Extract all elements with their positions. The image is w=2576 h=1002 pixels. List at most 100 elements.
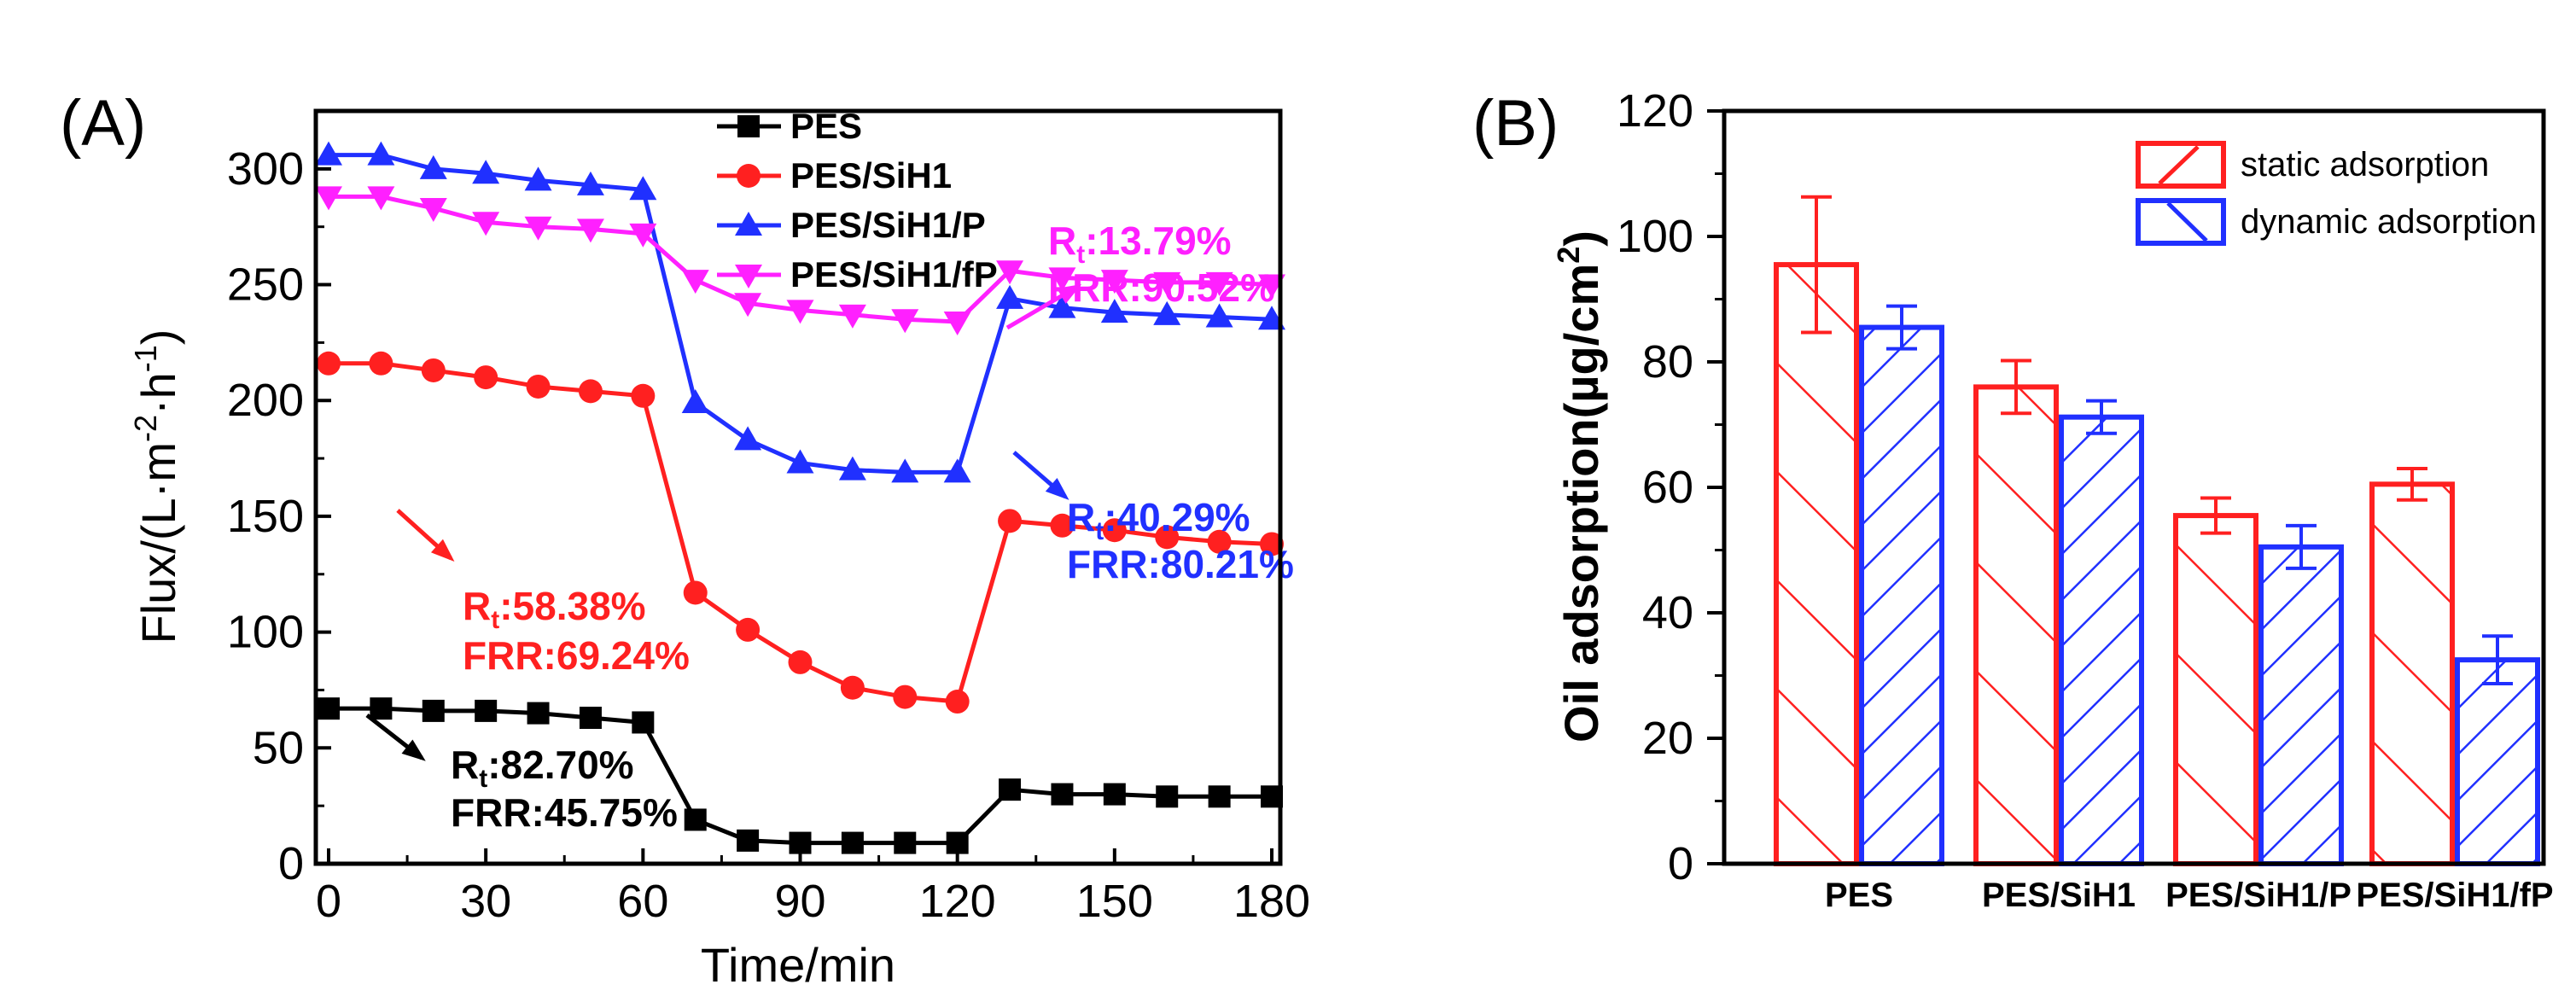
data-point-pes-sih1	[683, 580, 708, 605]
bar-dynamic-adsorption-pes-sih1	[2059, 414, 2144, 866]
data-point-pes-sih1	[736, 617, 761, 642]
data-point-pes-sih1-fp	[315, 186, 342, 211]
x-tick-label: 0	[316, 876, 341, 927]
data-point-pes	[684, 808, 707, 831]
annotation-rt-pes: Rt:82.70%	[451, 743, 634, 793]
y-tick-label: 100	[1617, 211, 1693, 262]
data-point-pes-sih1	[893, 685, 918, 709]
annotation-frr-pes-sih1-p: FRR:80.21%	[1067, 542, 1294, 586]
data-point-pes-sih1-fp	[1153, 271, 1181, 296]
data-point-pes-sih1	[945, 690, 970, 714]
legend-label-dynamic: dynamic adsorption	[2241, 203, 2537, 241]
data-point-pes-sih1-p	[1205, 303, 1233, 328]
y-tick-label: 50	[253, 722, 304, 773]
data-point-pes	[1103, 783, 1126, 806]
annotation-arrowhead-pes-sih1-fp	[1057, 283, 1082, 304]
bar-static-adsorption-pes-sih1	[1973, 384, 2059, 866]
data-point-pes	[475, 699, 498, 722]
data-point-pes-sih1-fp	[1048, 267, 1076, 292]
data-point-pes-sih1	[421, 358, 446, 382]
data-point-pes-sih1-p	[524, 166, 552, 191]
category-label-pes-sih1-p: PES/SiH1/P	[2165, 877, 2352, 914]
panel-a-annotations: Rt:13.79%FRR:90.52% Rt:40.29%FRR:80.21% Rt…	[365, 218, 1294, 835]
x-tick-label: 150	[1076, 876, 1153, 927]
data-point-pes	[1156, 785, 1179, 808]
data-point-pes-sih1-fp	[734, 293, 762, 317]
bar-static-adsorption-pes	[1774, 262, 1859, 866]
data-point-pes-sih1-p	[367, 141, 395, 166]
x-tick-label: 30	[460, 876, 511, 927]
data-point-pes-sih1-fp	[838, 304, 866, 329]
data-point-pes	[579, 707, 602, 730]
data-point-pes-sih1	[1260, 532, 1284, 556]
annotation-arrowhead-pes	[401, 739, 426, 761]
data-point-pes-sih1	[1102, 518, 1127, 543]
data-point-pes-sih1	[840, 675, 865, 700]
panel-a-series	[315, 141, 1285, 854]
y-tick-label: 150	[227, 491, 304, 542]
data-point-pes-sih1	[474, 365, 498, 390]
data-point-pes-sih1-p	[734, 426, 762, 451]
data-point-pes-sih1	[317, 351, 341, 376]
panel-a-y-axis-title: Flux/(L·m-2·h-1)	[128, 329, 185, 644]
data-point-pes-sih1-fp	[629, 223, 657, 248]
y-tick-label: 40	[1642, 587, 1693, 638]
annotation-frr-pes-sih1-fp: FRR:90.52%	[1048, 265, 1275, 310]
annotation-arrowhead-pes-sih1-p	[1045, 477, 1069, 500]
data-point-pes-sih1	[578, 379, 603, 404]
y-tick-label: 60	[1642, 462, 1693, 513]
data-point-pes-sih1-fp	[891, 309, 919, 334]
data-point-pes-sih1	[1207, 529, 1232, 554]
data-point-pes-sih1-p	[1153, 300, 1181, 325]
data-point-pes-sih1	[1155, 525, 1180, 550]
category-label-pes-sih1-fp: PES/SiH1/fP	[2356, 877, 2553, 914]
data-point-pes	[737, 829, 760, 852]
annotation-rt-pes-sih1: Rt:58.38%	[463, 584, 646, 634]
data-point-pes-sih1	[1050, 513, 1075, 538]
data-point-pes-sih1	[631, 383, 656, 408]
panel-a-x-axis-title: Time/min	[701, 938, 895, 992]
data-point-pes	[1051, 783, 1074, 806]
legend-marker-pes-sih1-fp	[735, 265, 762, 288]
data-point-pes-sih1-fp	[681, 270, 709, 294]
annotation-rt-pes-sih1-fp: Rt:13.79%	[1048, 218, 1232, 269]
panel-b-y-axis-title: Oil adsorption(µg/cm2)	[1551, 230, 1608, 743]
panel-b-label: (B)	[1472, 87, 1559, 160]
data-point-pes	[527, 702, 550, 725]
annotation-frr-pes: FRR:45.75%	[451, 790, 678, 835]
x-tick-label: 60	[617, 876, 668, 927]
data-point-pes	[370, 697, 393, 720]
x-tick-label: 120	[919, 876, 996, 927]
y-tick-label: 80	[1642, 336, 1693, 387]
data-point-pes-sih1	[788, 650, 813, 674]
data-point-pes	[894, 831, 917, 854]
data-point-pes-sih1	[526, 374, 551, 399]
data-point-pes-sih1-p	[629, 176, 657, 201]
data-point-pes	[632, 711, 655, 734]
data-point-pes-sih1-p	[1048, 294, 1076, 318]
data-point-pes-sih1-p	[419, 154, 447, 179]
data-point-pes	[318, 697, 340, 720]
data-point-pes-sih1-fp	[1100, 270, 1128, 294]
data-point-pes	[789, 831, 812, 854]
data-point-pes	[1208, 785, 1231, 808]
bar-dynamic-adsorption-pes-sih1-fp	[2455, 657, 2540, 866]
bar-dynamic-adsorption-pes-sih1-p	[2258, 544, 2344, 866]
annotation-rt-pes-sih1-p: Rt:40.29%	[1067, 495, 1250, 545]
data-point-pes	[422, 699, 445, 722]
panel-b-bars	[1774, 195, 2540, 866]
data-point-pes-sih1	[369, 351, 393, 376]
panel-a-legend: PES PES/SiH1 PES/SiH1/P PES/SiH1/fP	[717, 106, 998, 294]
legend-label-pes-sih1-fp: PES/SiH1/fP	[790, 254, 998, 294]
x-tick-label: 180	[1233, 876, 1310, 927]
data-point-pes-sih1-p	[472, 160, 500, 184]
data-point-pes-sih1-p	[786, 449, 814, 474]
data-point-pes-sih1-p	[838, 456, 866, 481]
data-point-pes-sih1-fp	[996, 260, 1024, 285]
panel-a-label: (A)	[60, 87, 146, 160]
data-point-pes-sih1-fp	[367, 186, 395, 211]
data-point-pes	[841, 831, 864, 854]
data-point-pes-sih1-fp	[943, 311, 971, 335]
panel-b-ticks: 0 20 40 60 80 100 120 PES PES/SiH1 PES/SiH1/P PES/…	[1617, 85, 2554, 914]
data-point-pes-sih1-p	[891, 458, 919, 483]
